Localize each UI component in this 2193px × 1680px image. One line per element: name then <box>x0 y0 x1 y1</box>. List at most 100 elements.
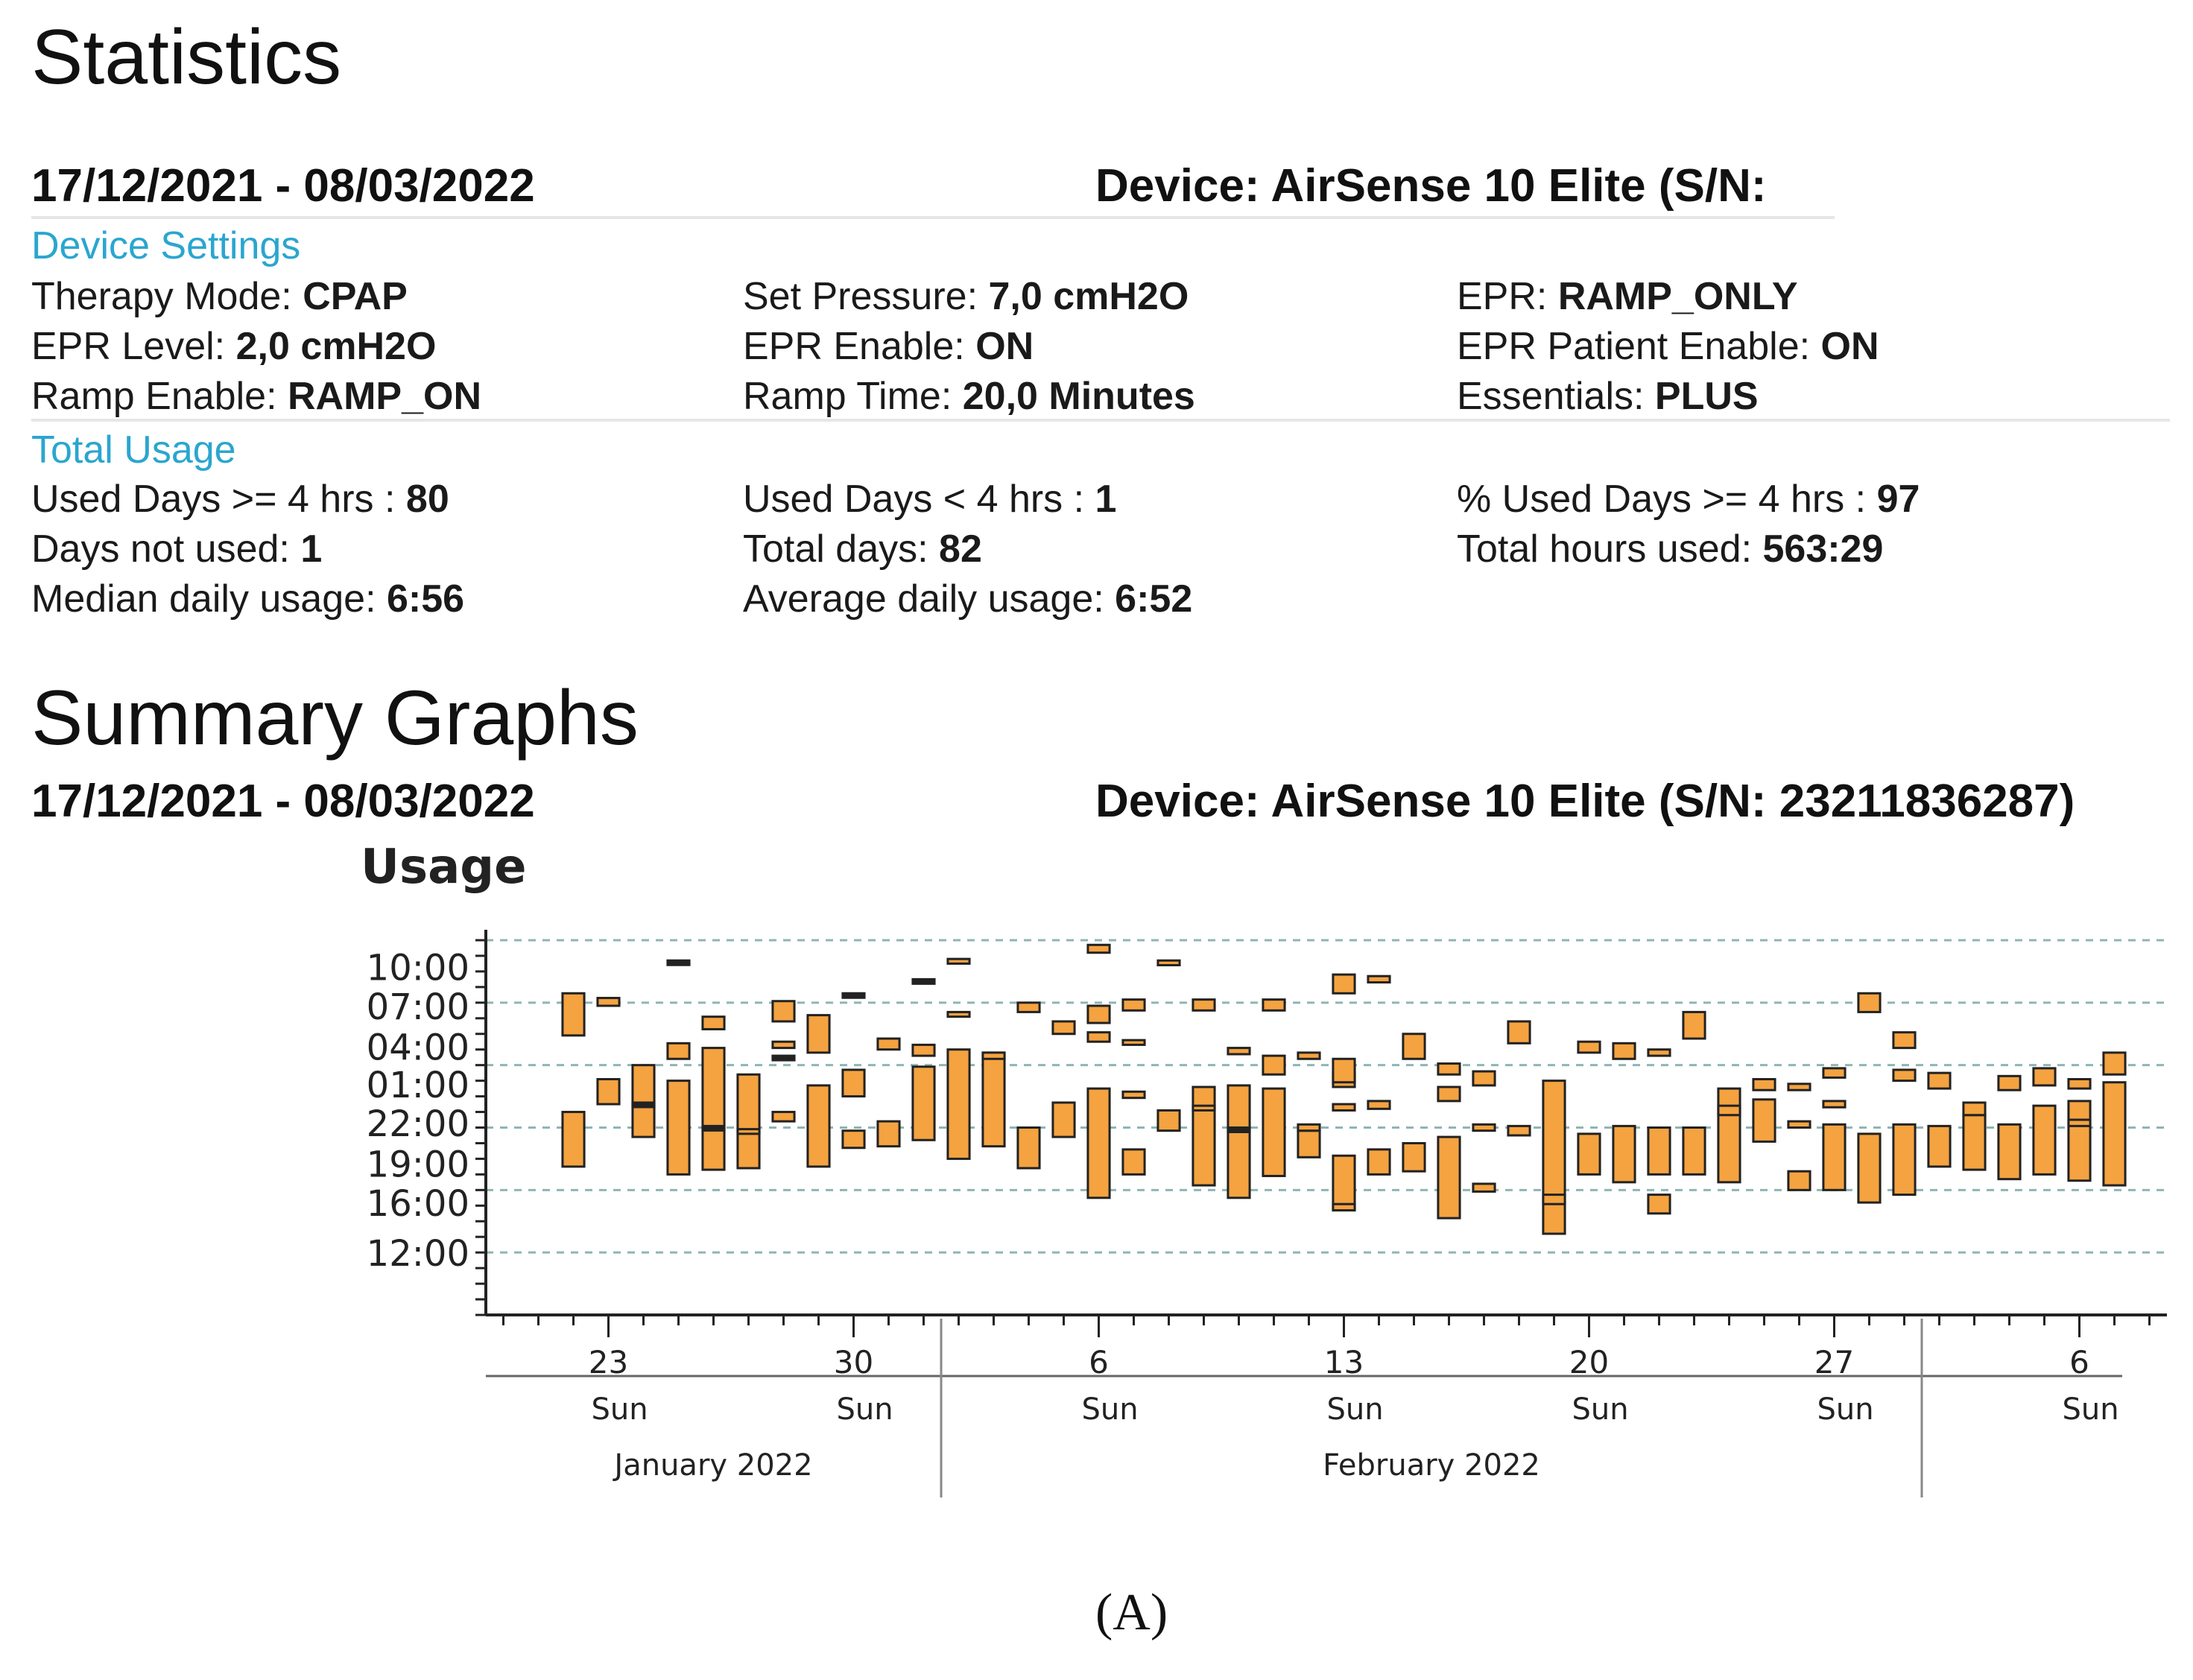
usage-bar <box>1192 1085 1216 1187</box>
usage-bar <box>2067 1100 2092 1182</box>
usage-bar <box>1402 1033 1426 1060</box>
total-usage-heading: Total Usage <box>31 428 236 472</box>
device-settings-value: CPAP <box>303 275 408 318</box>
total-usage-value: 1 <box>1095 478 1117 521</box>
usage-bar <box>1507 1124 1531 1137</box>
total-usage-label: Total hours used: <box>1457 527 1753 571</box>
x-tick-label: 30 <box>834 1344 873 1381</box>
usage-bar <box>631 1064 656 1138</box>
usage-bar <box>596 1078 621 1106</box>
usage-bar <box>841 1068 866 1098</box>
x-weekday-label: Sun <box>1817 1392 1873 1427</box>
device-settings-r1-c2: EPR Patient Enable: ON <box>1457 324 1879 369</box>
usage-bar <box>1822 1100 1847 1109</box>
total-usage-r0-c0: Used Days >= 4 hrs : 80 <box>31 477 449 522</box>
total-usage-label: Used Days >= 4 hrs : <box>31 478 396 521</box>
total-usage-value: 563:29 <box>1762 527 1884 571</box>
total-usage-value: 97 <box>1876 478 1920 521</box>
usage-bar <box>701 1015 726 1030</box>
x-weekday-label: Sun <box>1081 1392 1138 1427</box>
usage-bar <box>1227 1047 1251 1056</box>
device-settings-r2-c1: Ramp Time: 20,0 Minutes <box>743 374 1195 419</box>
summary-device-label: Device: AirSense 10 Elite (S/N: 23211836… <box>1095 776 2075 827</box>
y-tick-label: 10:00 <box>367 948 469 989</box>
month-label: February 2022 <box>1323 1448 1540 1483</box>
device-settings-r1-c0: EPR Level: 2,0 cmH2O <box>31 324 436 369</box>
usage-bar <box>1542 1194 1566 1205</box>
chart-grid <box>486 939 2167 1254</box>
x-weekday-label: Sun <box>1326 1392 1383 1427</box>
total-usage-value: 80 <box>405 478 449 521</box>
usage-bar <box>771 1054 796 1062</box>
x-tick-label: 6 <box>1089 1344 1109 1381</box>
usage-bar <box>1227 1084 1251 1199</box>
y-tick-label: 07:00 <box>367 986 469 1028</box>
usage-bar <box>1612 1124 1636 1184</box>
usage-bar <box>1332 1103 1356 1112</box>
usage-bar <box>2102 1051 2127 1076</box>
usage-bar <box>771 1000 796 1023</box>
usage-bar <box>1367 974 1391 984</box>
usage-bar <box>1262 1054 1286 1076</box>
device-settings-r0-c0: Therapy Mode: CPAP <box>31 274 408 319</box>
y-tick-label: 22:00 <box>367 1103 469 1145</box>
usage-bar <box>981 1051 1006 1060</box>
usage-bar <box>701 1047 726 1171</box>
device-settings-r2-c2: Essentials: PLUS <box>1457 374 1759 419</box>
device-settings-r1-c1: EPR Enable: ON <box>743 324 1034 369</box>
usage-bar <box>1857 1132 1882 1204</box>
total-usage-r1-c0: Days not used: 1 <box>31 527 322 571</box>
usage-bar <box>1121 1148 1146 1176</box>
usage-bar <box>1437 1062 1461 1076</box>
usage-bar <box>946 957 971 965</box>
usage-bar <box>1121 998 1146 1012</box>
usage-bar <box>1086 1031 1111 1043</box>
usage-bar <box>1577 1040 1601 1054</box>
device-settings-label: Essentials: <box>1457 375 1645 418</box>
y-tick-label: 01:00 <box>367 1065 469 1106</box>
usage-bar <box>1997 1123 2022 1181</box>
settings-divider <box>31 419 2170 422</box>
total-usage-label: Used Days < 4 hrs : <box>743 478 1085 521</box>
y-tick-label: 12:00 <box>367 1233 469 1275</box>
usage-bar <box>1297 1129 1321 1158</box>
total-usage-value: 82 <box>939 527 982 571</box>
usage-bar <box>1121 1090 1146 1100</box>
usage-bar <box>666 1080 691 1176</box>
usage-bar <box>1472 1182 1496 1193</box>
usage-bar <box>1682 1010 1706 1040</box>
device-settings-value: PLUS <box>1654 375 1759 418</box>
device-settings-label: EPR Level: <box>31 325 226 368</box>
y-tick-label: 19:00 <box>367 1144 469 1186</box>
device-settings-heading: Device Settings <box>31 224 301 267</box>
usage-bar <box>631 1101 656 1109</box>
usage-bar <box>1016 1001 1041 1013</box>
usage-bar <box>666 959 691 966</box>
total-usage-label: Total days: <box>743 527 928 571</box>
device-settings-label: EPR: <box>1457 275 1548 318</box>
usage-bar <box>1717 1087 1741 1184</box>
usage-bar <box>841 1129 866 1150</box>
usage-bar <box>1927 1071 1952 1090</box>
usage-bar <box>1227 1126 1251 1133</box>
usage-bar <box>1192 998 1216 1012</box>
usage-bar <box>1297 1123 1321 1132</box>
usage-bar <box>806 1084 831 1168</box>
x-tick-label: 27 <box>1814 1344 1854 1381</box>
usage-bar <box>1822 1067 1847 1079</box>
total-usage-label: % Used Days >= 4 hrs : <box>1457 478 1867 521</box>
usage-bar <box>1472 1070 1496 1087</box>
usage-bar <box>561 992 586 1037</box>
usage-bar <box>1086 1004 1111 1024</box>
usage-bar <box>771 1040 796 1050</box>
usage-bar <box>1156 1109 1181 1132</box>
total-usage-value: 1 <box>300 527 323 571</box>
x-weekday-label: Sun <box>591 1392 648 1427</box>
usage-bar <box>1997 1074 2022 1091</box>
device-settings-label: Ramp Enable: <box>31 375 277 418</box>
usage-bar <box>2102 1081 2127 1187</box>
total-usage-r1-c2: Total hours used: 563:29 <box>1457 527 1883 571</box>
usage-bar <box>876 1037 901 1051</box>
usage-bar <box>1121 1039 1146 1046</box>
x-tick-label: 6 <box>2069 1344 2089 1381</box>
